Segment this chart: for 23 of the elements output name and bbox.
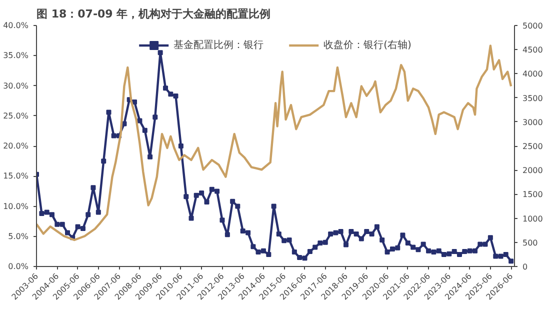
legend-label: 基金配置比例：银行 xyxy=(174,38,264,52)
y2-tick-label: 3500 xyxy=(522,94,543,103)
y2-tick-label: 3000 xyxy=(522,118,543,127)
y-tick-label: 25.0% xyxy=(3,111,29,120)
y2-tick-label: 4500 xyxy=(522,46,543,55)
y-tick-label: 20.0% xyxy=(3,142,29,150)
y-tick-label: 15.0% xyxy=(3,172,29,181)
y2-tick-label: 2000 xyxy=(522,166,543,176)
y2-tick-label: 0 xyxy=(522,262,528,272)
y-tick-label: 0.0% xyxy=(8,262,29,271)
y2-tick-label: 500 xyxy=(522,238,538,248)
y-tick-label: 40.0% xyxy=(3,21,29,30)
y-tick-label: 5.0% xyxy=(8,232,29,241)
y-tick-label: 30.0% xyxy=(3,81,29,90)
y-tick-label: 35.0% xyxy=(3,51,29,60)
y2-tick-label: 1500 xyxy=(522,190,543,200)
y2-tick-label: 2500 xyxy=(522,142,543,151)
y2-tick-label: 1000 xyxy=(522,214,543,224)
y2-tick-label: 4000 xyxy=(522,70,543,79)
chart-title: 图 18：07-09 年，机构对于大金融的配置比例 xyxy=(36,8,271,20)
y2-tick-label: 5000 xyxy=(522,22,543,30)
legend-label: 收盘价：银行(右轴) xyxy=(324,38,412,52)
y-tick-label: 10.0% xyxy=(3,202,29,211)
